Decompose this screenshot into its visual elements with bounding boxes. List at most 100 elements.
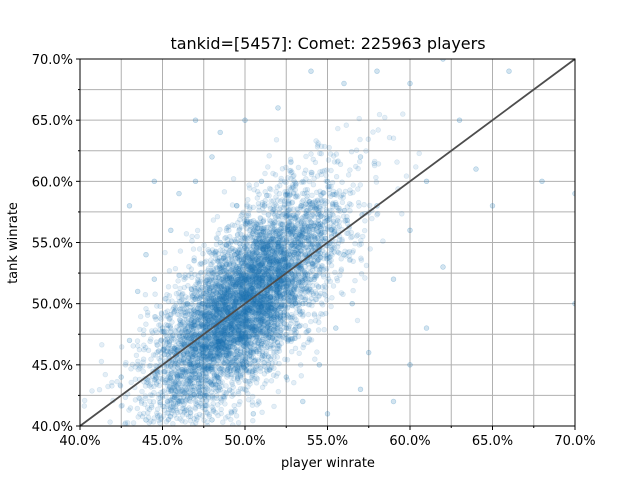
scatter-point [108, 420, 113, 425]
scatter-point [317, 151, 322, 156]
scatter-point [220, 420, 225, 425]
scatter-point [359, 238, 364, 243]
scatter-point [364, 149, 369, 154]
scatter-point [206, 268, 211, 273]
scatter-point [291, 380, 296, 385]
scatter-point [223, 416, 228, 421]
scatter-point [138, 314, 143, 319]
scatter-point [180, 418, 185, 423]
scatter-point [263, 171, 268, 176]
scatter-point [167, 268, 172, 273]
scatter-point [82, 404, 87, 409]
scatter-point [232, 223, 237, 228]
scatter-point [275, 185, 280, 190]
scatter-point [149, 357, 154, 362]
scatter-point [367, 203, 372, 208]
scatter-point [135, 339, 140, 344]
scatter-point [171, 421, 176, 426]
scatter-point [345, 231, 350, 236]
scatter-point [258, 215, 263, 220]
scatter-point [335, 278, 340, 283]
scatter-point [183, 311, 188, 316]
scatter-point [145, 410, 150, 415]
scatter-point [376, 128, 381, 133]
scatter-point [148, 339, 153, 344]
scatter-point [289, 318, 294, 323]
scatter-point [355, 318, 360, 323]
scatter-point [349, 149, 354, 154]
scatter-point [144, 322, 149, 327]
scatter-point [129, 366, 134, 371]
scatter-point [188, 418, 193, 423]
scatter-point [143, 292, 148, 297]
scatter-point [230, 394, 235, 399]
scatter-point [301, 207, 306, 212]
scatter-point [133, 377, 138, 382]
scatter-point [120, 403, 125, 408]
scatter-point [329, 304, 334, 309]
scatter-point [173, 266, 178, 271]
scatter-point [348, 168, 353, 173]
scatter-point [143, 345, 148, 350]
scatter-point [324, 173, 329, 178]
scatter-point [298, 323, 303, 328]
scatter-point [413, 165, 418, 170]
scatter-point [329, 168, 334, 173]
scatter-point [382, 115, 387, 120]
scatter-point [307, 232, 312, 237]
scatter-point [211, 218, 216, 223]
scatter-point [326, 158, 331, 163]
scatter-point [303, 264, 308, 269]
scatter-point [351, 183, 356, 188]
scatter-point [265, 165, 270, 170]
scatter-point [363, 276, 368, 281]
scatter-point [323, 198, 328, 203]
scatter-point [351, 288, 356, 293]
scatter-point [234, 413, 239, 418]
scatter-point [286, 175, 291, 180]
scatter-point [181, 381, 186, 386]
scatter-point [195, 403, 200, 408]
scatter-point [157, 356, 162, 361]
scatter-point [299, 373, 304, 378]
scatter-point [351, 249, 356, 254]
scatter-point [335, 126, 340, 131]
scatter-point [357, 116, 362, 121]
scatter-point [349, 230, 354, 235]
scatter-point [322, 327, 327, 332]
scatter-point [374, 180, 379, 185]
scatter-point [309, 152, 314, 157]
scatter-point [341, 195, 346, 200]
scatter-point [190, 239, 195, 244]
scatter-point [285, 357, 290, 362]
scatter-point [359, 271, 364, 276]
scatter-point [357, 243, 362, 248]
scatter-point [176, 279, 181, 284]
scatter-point [363, 218, 368, 223]
scatter-point [134, 353, 139, 358]
y-axis-label: tank winrate [6, 202, 21, 284]
scatter-point [153, 363, 158, 368]
scatter-point [357, 159, 362, 164]
scatter-point [333, 270, 338, 275]
scatter-point [330, 245, 335, 250]
scatter-point [245, 197, 250, 202]
scatter-point [294, 310, 299, 315]
scatter-point [156, 349, 161, 354]
scatter-point [188, 410, 193, 415]
scatter-point [325, 297, 330, 302]
scatter-point [306, 312, 311, 317]
scatter-point [236, 420, 241, 425]
scatter-point [198, 262, 203, 267]
scatter-point [292, 173, 297, 178]
scatter-point [315, 350, 320, 355]
scatter-point [269, 378, 274, 383]
scatter-point [368, 247, 373, 252]
scatter-point [358, 137, 363, 142]
scatter-point [250, 418, 255, 423]
scatter-point [303, 168, 308, 173]
scatter-point [311, 182, 316, 187]
scatter-point [182, 285, 187, 290]
scatter-point [298, 363, 303, 368]
